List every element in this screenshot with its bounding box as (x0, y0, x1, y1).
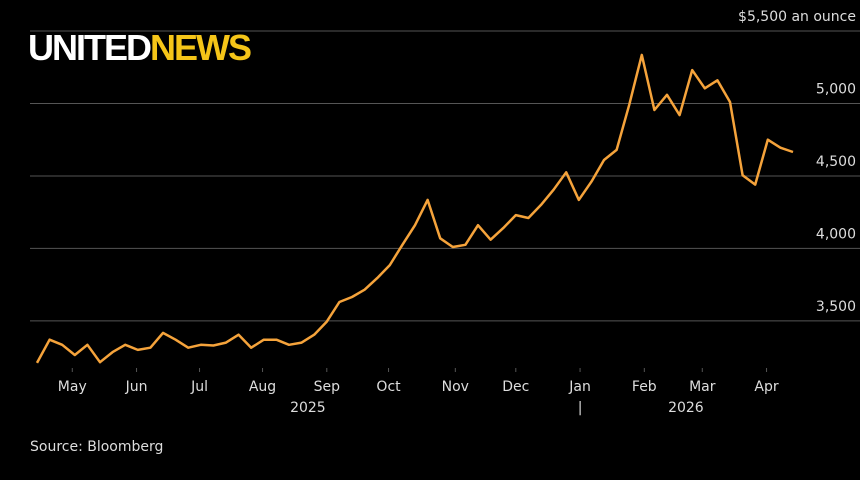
price-line (35, 53, 794, 364)
x-tick-label: Dec (502, 379, 529, 395)
x-tick-label: Jul (190, 379, 208, 395)
year-label: | (578, 400, 583, 416)
source: Source: Bloomberg (30, 439, 163, 455)
year-label: 2025 (290, 400, 326, 416)
logo-part: UNITED (28, 27, 151, 68)
x-tick-label: Feb (632, 379, 657, 395)
logo-part: NEWS (150, 27, 251, 68)
year-label: 2026 (668, 400, 704, 416)
y-tick-label: 5,000 (816, 81, 856, 97)
x-tick-label: Sep (314, 379, 341, 395)
y-tick-label: 3,500 (816, 299, 856, 315)
x-tick-label: May (58, 379, 87, 395)
x-tick-label: Oct (376, 379, 401, 395)
x-tick-label: Jan (568, 379, 591, 395)
y-tick-label: 4,500 (816, 154, 856, 170)
x-tick-label: Nov (442, 379, 469, 395)
y-tick-label: 4,000 (816, 226, 856, 242)
x-tick-label: Aug (249, 379, 276, 395)
y-tick-label: $5,500 an ounce (738, 9, 856, 25)
x-tick-label: Mar (689, 379, 716, 395)
logo: UNITEDNEWS (28, 27, 251, 68)
x-tick-label: Apr (754, 379, 778, 395)
x-tick-label: Jun (125, 379, 148, 395)
